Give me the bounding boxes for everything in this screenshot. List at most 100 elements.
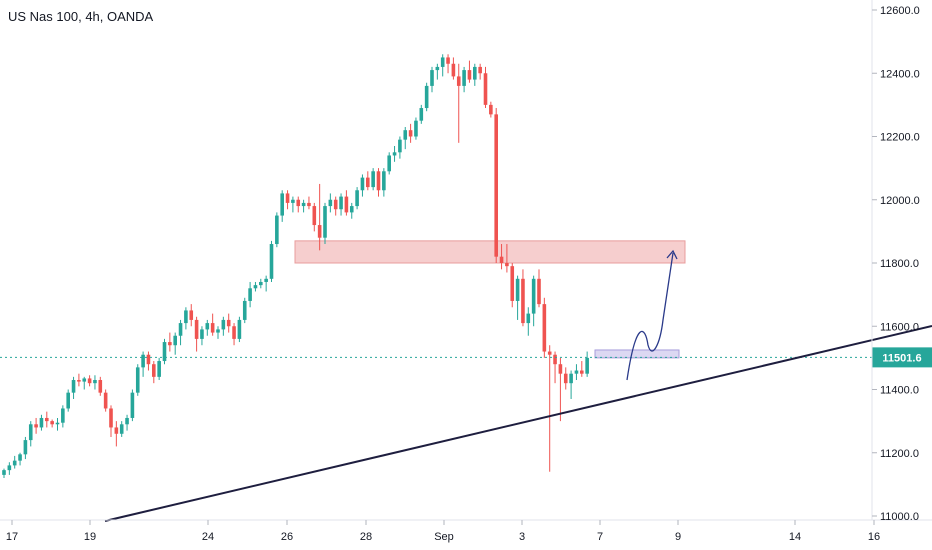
candle-body: [275, 215, 279, 245]
candle-body: [77, 380, 81, 382]
candle-body: [547, 351, 552, 355]
candle-body: [130, 392, 135, 418]
x-tick-label: 24: [202, 531, 214, 543]
x-tick-label: Sep: [434, 531, 454, 543]
x-tick-label: 9: [675, 531, 681, 543]
candle-body: [451, 63, 456, 77]
candle-body: [478, 66, 482, 74]
candle-body: [98, 380, 103, 393]
candle-body: [355, 190, 359, 207]
last-price-label: 11501.6: [882, 352, 921, 364]
candle-body: [462, 70, 466, 86]
candle-body: [93, 380, 97, 384]
candle-body: [71, 380, 76, 393]
candle-body: [45, 417, 49, 422]
candle-body: [12, 460, 17, 466]
candle-body: [280, 193, 284, 216]
candle-body: [430, 70, 434, 86]
candle-body: [168, 342, 172, 346]
candle-body: [307, 202, 311, 207]
trendline: [104, 325, 932, 522]
chart-title: US Nas 100, 4h, OANDA: [8, 9, 154, 24]
y-tick-label: 12200.0: [880, 132, 920, 144]
y-tick-label: 11800.0: [880, 258, 919, 270]
candle-body: [221, 319, 226, 330]
candle-body: [542, 304, 547, 352]
candle-body: [87, 378, 92, 384]
candle-body: [253, 285, 258, 289]
projection-arrow-icon: [666, 249, 678, 260]
candle-body: [312, 206, 317, 226]
support-zone: [594, 349, 680, 359]
candle-body: [344, 196, 349, 213]
projection-path: [626, 252, 674, 381]
candle-body: [398, 139, 402, 153]
x-tick-label: 16: [868, 531, 880, 543]
candle-body: [232, 326, 236, 339]
zones: [294, 240, 686, 359]
candle-body: [408, 130, 413, 137]
y-tick-label: 12600.0: [880, 5, 920, 17]
candle-body: [23, 440, 28, 455]
candle-body: [435, 66, 440, 71]
candle-body: [226, 319, 231, 327]
candle-body: [28, 424, 33, 441]
candle-body: [119, 424, 124, 434]
y-tick-label: 11400.0: [880, 385, 919, 397]
candle-body: [349, 206, 354, 213]
candle-body: [510, 266, 515, 301]
candle-body: [467, 70, 472, 80]
candle-body: [387, 155, 391, 172]
y-tick-label: 11600.0: [880, 321, 919, 333]
candle-body: [194, 319, 199, 339]
x-tick-label: 28: [360, 531, 372, 543]
candle-body: [366, 177, 370, 188]
candle-body: [521, 278, 525, 324]
candle-body: [424, 85, 429, 109]
x-tick-label: 7: [597, 531, 603, 543]
candle-body: [61, 408, 65, 423]
candle-body: [328, 199, 333, 207]
candle-body: [296, 199, 301, 207]
candle-body: [580, 370, 584, 374]
candles: [2, 54, 589, 479]
y-tick-label: 11200.0: [880, 448, 919, 460]
candle-body: [259, 281, 263, 286]
candle-body: [18, 454, 22, 461]
last-price-tag: [872, 347, 932, 368]
candle-body: [178, 323, 183, 336]
candle-body: [157, 361, 161, 377]
resistance-zone: [294, 240, 686, 264]
candle-body: [392, 152, 397, 156]
candle-body: [146, 354, 151, 365]
candle-body: [414, 120, 418, 137]
candle-body: [569, 373, 573, 384]
candle-body: [339, 196, 343, 210]
candle-body: [537, 278, 541, 305]
overlays: 11501.6: [0, 249, 932, 522]
candle-body: [109, 408, 113, 428]
candle-body: [205, 323, 210, 330]
candle-body: [526, 313, 531, 324]
candle-body: [264, 278, 268, 282]
candle-body: [125, 417, 129, 425]
x-tick-label: 3: [519, 531, 525, 543]
candle-body: [376, 171, 381, 191]
candle-body: [285, 193, 290, 203]
candle-body: [563, 373, 568, 384]
candle-body: [2, 470, 6, 475]
candle-body: [237, 319, 242, 339]
candle-body: [291, 199, 295, 203]
candle-body: [210, 323, 215, 333]
candle-body: [135, 367, 140, 393]
candle-body: [499, 256, 504, 263]
candle-body: [34, 424, 38, 428]
candle-body: [505, 263, 509, 267]
candle-body: [162, 342, 167, 362]
candle-body: [446, 57, 450, 64]
candle-body: [489, 104, 493, 115]
x-tick-label: 26: [281, 531, 293, 543]
candle-body: [553, 354, 557, 365]
